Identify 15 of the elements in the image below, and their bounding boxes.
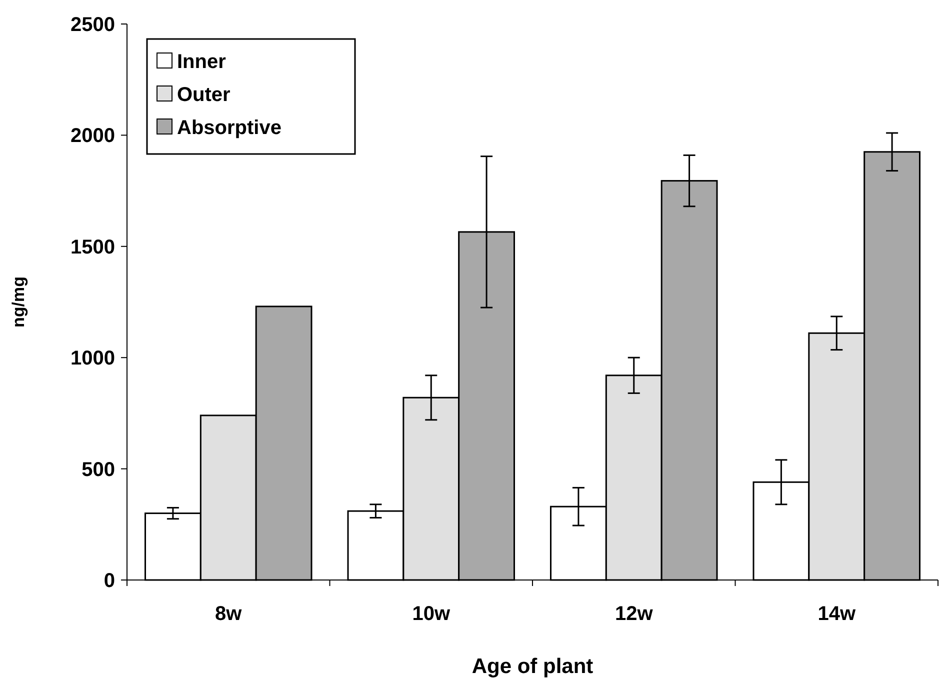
x-tick-label: 12w bbox=[614, 603, 654, 625]
y-tick-label: 2500 bbox=[70, 14, 115, 36]
x-tick-label: 14w bbox=[818, 603, 856, 625]
x-axis-title: Age of plant bbox=[472, 655, 594, 678]
y-tick-label: 1500 bbox=[70, 236, 115, 258]
legend-label: Outer bbox=[177, 84, 231, 106]
y-tick-label: 1000 bbox=[70, 348, 115, 370]
y-tick-label: 2000 bbox=[70, 125, 115, 148]
x-tick-label: 8w bbox=[215, 603, 242, 625]
legend-label: Inner bbox=[177, 51, 226, 73]
y-tick-label: 500 bbox=[82, 458, 115, 481]
y-axis-title: ng/mg bbox=[9, 276, 28, 328]
y-tick-label: 0 bbox=[104, 570, 115, 592]
x-tick-label: 10w bbox=[412, 603, 450, 625]
legend-label: Absorptive bbox=[177, 117, 282, 139]
